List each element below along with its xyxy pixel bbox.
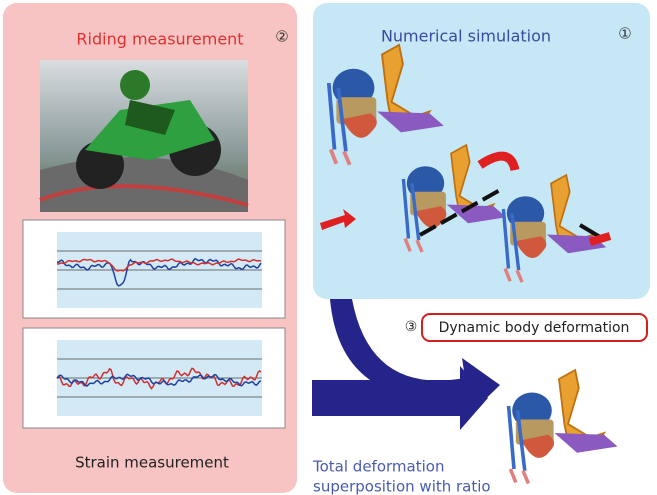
right-title: Numerical simulation [381,27,551,46]
result-line-1: Total deformation [312,458,444,476]
strain-graph-1 [23,220,285,318]
motorcycle-photo [40,60,248,212]
strain-graph-2 [23,328,285,428]
step3-number: ③ [405,319,418,335]
right-panel [313,3,650,299]
left-title: Riding measurement [76,30,243,49]
left-number: ② [275,28,288,46]
step3-label: Dynamic body deformation [439,320,630,336]
right-number: ① [618,25,631,43]
left-caption: Strain measurement [75,454,229,472]
result-line-2: superposition with ratio [313,478,491,495]
diagram: Riding measurement ② Numerical simulatio… [0,0,657,495]
